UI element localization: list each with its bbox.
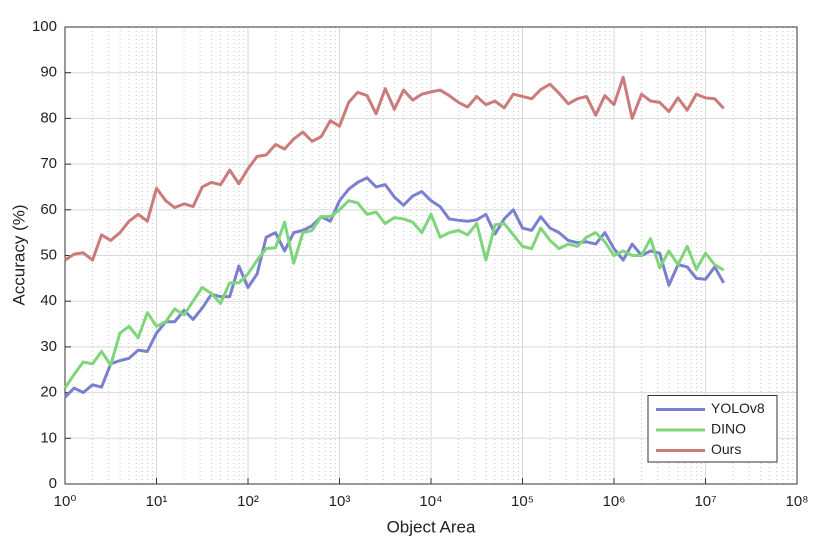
x-axis-label: Object Area xyxy=(387,517,476,536)
legend-label: DINO xyxy=(711,421,746,437)
y-tick-label: 50 xyxy=(40,246,57,263)
x-tick-label: 10⁰ xyxy=(54,493,77,510)
y-tick-label: 100 xyxy=(32,18,57,35)
y-tick-label: 70 xyxy=(40,155,57,172)
y-tick-label: 10 xyxy=(40,429,57,446)
y-tick-label: 20 xyxy=(40,384,57,401)
plot-frame xyxy=(64,26,798,485)
x-tick-label: 10⁶ xyxy=(603,493,626,510)
x-tick-label: 10⁷ xyxy=(694,493,716,510)
series-line xyxy=(63,199,725,389)
y-tick-label: 40 xyxy=(40,292,57,309)
legend: YOLOv8 DINO Ours xyxy=(647,395,778,463)
y-axis-label: Accuracy (%) xyxy=(9,204,28,305)
x-tick-label: 10⁵ xyxy=(511,493,534,510)
y-tick-label: 0 xyxy=(49,475,57,492)
x-tick-label: 10³ xyxy=(329,493,351,510)
y-tick-label: 80 xyxy=(40,109,57,126)
y-tick-label: 60 xyxy=(40,201,57,218)
series-line xyxy=(63,176,725,399)
x-tick-label: 10⁴ xyxy=(419,493,442,510)
series-line xyxy=(64,75,725,262)
x-tick-label: 10⁸ xyxy=(785,493,808,510)
y-tick-label: 30 xyxy=(40,338,57,355)
legend-label: Ours xyxy=(711,441,741,457)
x-tick-label: 10² xyxy=(237,493,259,510)
x-tick-label: 10¹ xyxy=(146,493,168,510)
y-tick-label: 90 xyxy=(40,64,57,81)
legend-label: YOLOv8 xyxy=(711,400,765,416)
